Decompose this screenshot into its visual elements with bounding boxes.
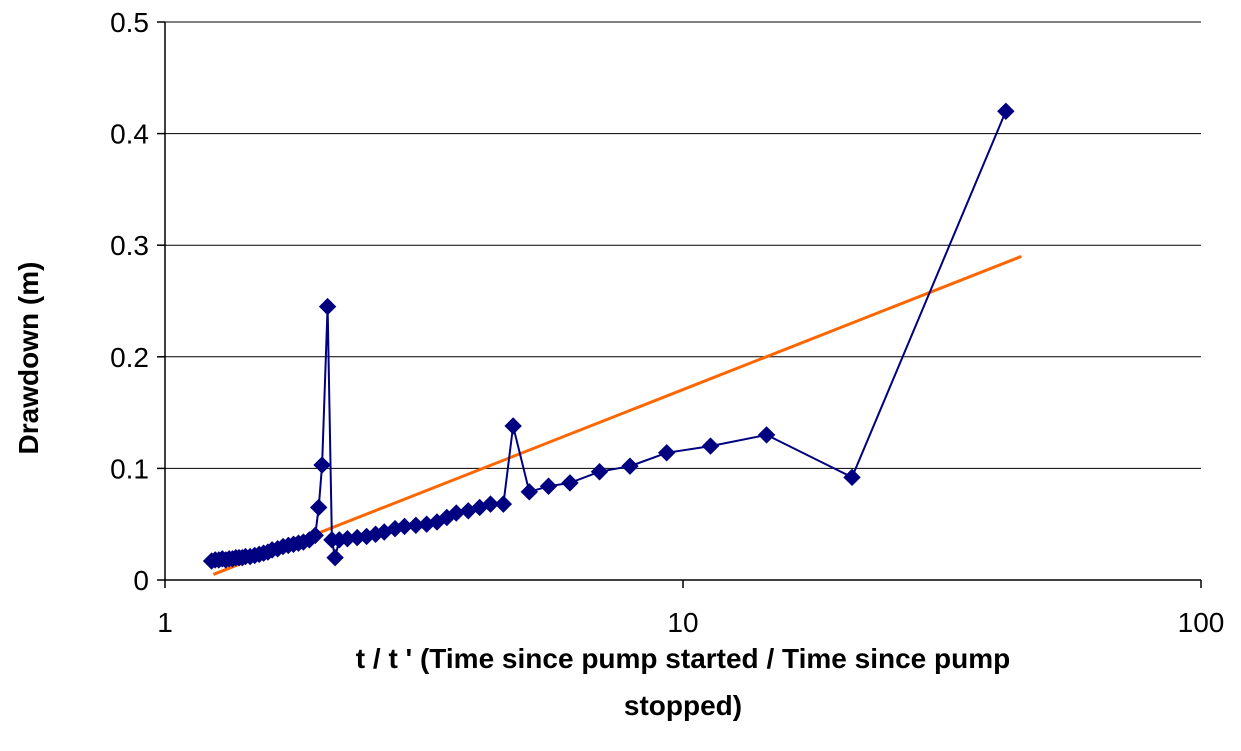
- data-point: [590, 463, 609, 481]
- data-point: [843, 468, 861, 487]
- data-point: [539, 477, 558, 495]
- data-point: [657, 444, 676, 462]
- data-point: [318, 297, 337, 316]
- data-point: [504, 417, 522, 435]
- data-point: [326, 548, 344, 567]
- data-point: [494, 495, 513, 513]
- gridlines: [165, 21, 1201, 469]
- trendline-layer: [212, 254, 1022, 576]
- y-tick-label: 0.1: [110, 453, 149, 484]
- x-axis-title-line-2: stopped): [624, 690, 742, 721]
- data-point: [621, 457, 639, 475]
- y-tick-label: 0.4: [110, 119, 149, 150]
- y-tick-labels: 0 0.1 0.2 0.3 0.4 0.5: [110, 7, 149, 596]
- x-tick-label: 10: [667, 607, 698, 638]
- data-point: [997, 102, 1015, 120]
- trendline: [212, 254, 1022, 576]
- data-point: [520, 483, 539, 501]
- data-point: [481, 495, 500, 513]
- y-tick-label: 0.5: [110, 7, 149, 38]
- series-layer: [202, 102, 1015, 570]
- x-axis-title-line-1: t / t ' (Time since pump started / Time …: [356, 643, 1010, 674]
- data-point: [757, 426, 776, 444]
- data-point: [306, 526, 324, 545]
- y-tick-label: 0.2: [110, 342, 149, 373]
- data-point: [701, 437, 720, 455]
- y-tick-label: 0.3: [110, 230, 149, 261]
- x-tick-labels: 1 10 100: [157, 607, 1224, 638]
- data-point: [313, 456, 331, 474]
- series-line: [211, 110, 1007, 562]
- y-axis-title: Drawdown (m): [13, 262, 44, 455]
- data-point: [309, 498, 328, 517]
- y-tick-label: 0: [133, 565, 149, 596]
- axes: [157, 21, 1202, 588]
- x-tick-label: 100: [1178, 607, 1225, 638]
- x-tick-label: 1: [157, 607, 173, 638]
- data-point: [561, 474, 579, 492]
